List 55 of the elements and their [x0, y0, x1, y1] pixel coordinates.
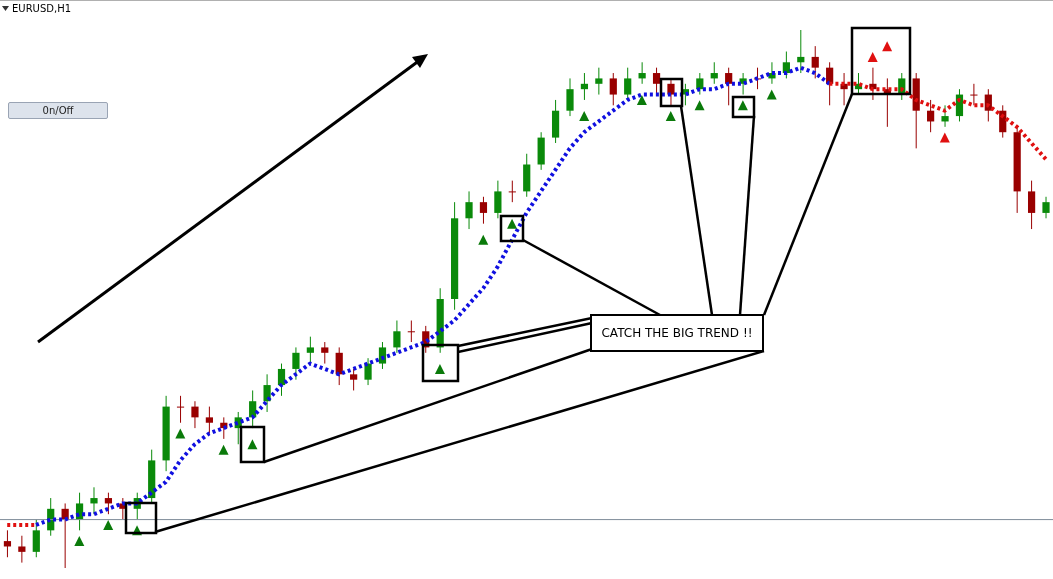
- candlestick: [104, 492, 113, 515]
- candlestick: [667, 77, 675, 106]
- candlestick: [407, 320, 415, 343]
- candlestick: [710, 61, 718, 85]
- candlestick: [494, 180, 502, 219]
- point: [579, 111, 590, 122]
- candlestick: [306, 336, 314, 365]
- candlestick: [205, 406, 213, 434]
- point: [882, 41, 893, 52]
- candlestick: [479, 196, 488, 225]
- candlestick: [624, 67, 632, 101]
- candlestick: [321, 341, 329, 365]
- candlestick: [277, 363, 286, 397]
- point: [175, 428, 186, 439]
- annotation: CATCH THE BIG TREND !!: [590, 314, 764, 352]
- candlestick: [595, 67, 603, 96]
- candlestick: [18, 535, 26, 564]
- point: [103, 519, 114, 530]
- candlestick: [191, 400, 199, 429]
- candlestick: [927, 99, 935, 133]
- candlestick: [725, 67, 733, 106]
- point: [939, 132, 950, 143]
- candlestick: [90, 486, 98, 515]
- candlestick: [696, 72, 704, 96]
- candlestick: [1042, 196, 1050, 219]
- point: [218, 444, 229, 455]
- candlestick: [941, 104, 949, 128]
- point: [665, 111, 676, 122]
- candlestick: [364, 357, 372, 386]
- candlestick: [580, 72, 589, 101]
- point: [636, 94, 647, 105]
- candlestick: [393, 320, 401, 354]
- candlestick: [566, 77, 574, 117]
- candlestick: [970, 83, 978, 106]
- candlestick: [811, 45, 819, 79]
- candlestick: [609, 72, 617, 106]
- candlestick: [32, 519, 40, 558]
- candlestick: [638, 61, 646, 85]
- chart-title: EURUSD,H1: [12, 3, 72, 14]
- point: [478, 234, 489, 245]
- point: [766, 89, 777, 100]
- candlestick: [465, 190, 473, 230]
- point: [867, 51, 878, 62]
- candlestick: [797, 30, 805, 74]
- candlestick: [176, 395, 185, 424]
- candlestick: [263, 373, 271, 413]
- candlestick: [3, 529, 12, 558]
- candlestick: [508, 180, 516, 203]
- candlestick: [652, 67, 661, 96]
- point: [694, 100, 705, 111]
- candlestick: [350, 368, 358, 391]
- candlestick: [1027, 180, 1036, 230]
- candlestick: [292, 346, 300, 381]
- point: [74, 536, 85, 547]
- candlestick: [782, 51, 790, 79]
